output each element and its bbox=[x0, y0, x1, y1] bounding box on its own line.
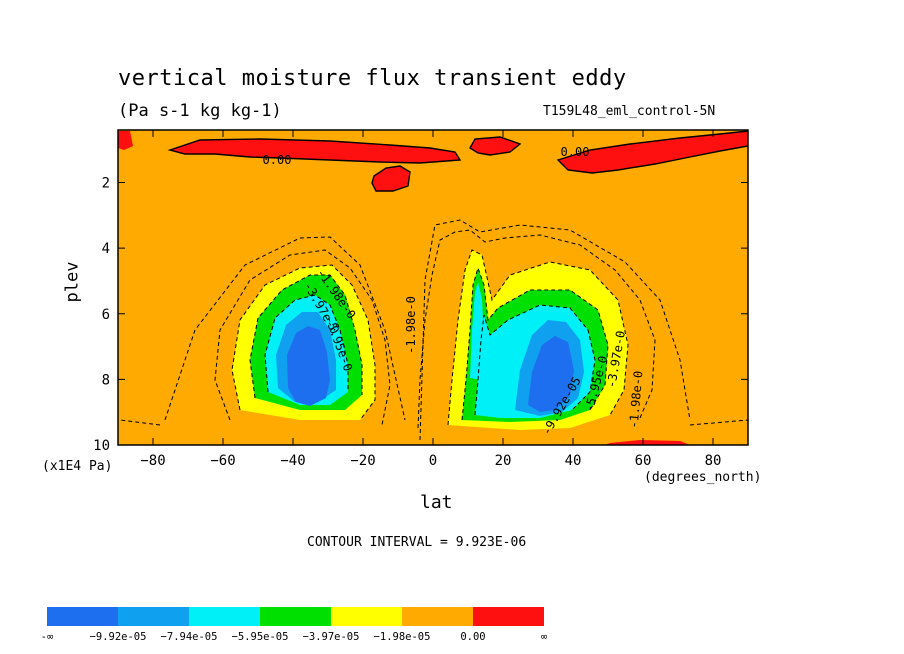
legend-swatch bbox=[331, 607, 402, 626]
y-tick-label: 8 bbox=[102, 372, 110, 388]
contour-label: -1.98e-0 bbox=[627, 370, 646, 429]
contour-line bbox=[264, 294, 349, 393]
x-tick-label: 0 bbox=[429, 453, 437, 469]
contour-label: 0.00 bbox=[263, 153, 292, 167]
legend-swatch bbox=[189, 607, 260, 626]
contour-line bbox=[689, 419, 748, 426]
legend-label: −9.92e-05 bbox=[90, 631, 147, 643]
zero-contour bbox=[556, 130, 748, 174]
contour-interval: CONTOUR INTERVAL = 9.923E-06 bbox=[307, 535, 527, 550]
equatorial-trough bbox=[470, 282, 484, 380]
legend-swatch bbox=[47, 607, 118, 626]
y-axis-unit: (x1E4 Pa) bbox=[42, 459, 113, 474]
positive-region-far-right bbox=[558, 131, 748, 173]
contour-line bbox=[417, 229, 656, 429]
legend-swatch bbox=[118, 607, 189, 626]
x-tick-label: −60 bbox=[210, 453, 235, 469]
legend-swatch bbox=[473, 607, 544, 626]
y-tick-label: 10 bbox=[93, 438, 110, 454]
y-tick-label: 4 bbox=[102, 241, 110, 257]
contour-line bbox=[249, 274, 363, 399]
contour-line bbox=[474, 304, 596, 416]
legend-swatch bbox=[402, 607, 473, 626]
contour-line bbox=[447, 249, 629, 426]
x-axis-unit: (degrees_north) bbox=[644, 470, 762, 485]
contour-line bbox=[164, 236, 406, 421]
color-legend: -∞ −9.92e-05 −7.94e-05 −5.95e-05 −3.97e-05 −1… bbox=[41, 607, 547, 643]
x-axis: −80 −60 −40 −20 0 20 40 60 80 bbox=[140, 130, 721, 469]
southern-cell-level-0 bbox=[287, 326, 330, 406]
y-tick-label: 6 bbox=[102, 307, 110, 323]
legend-label: −3.97e-05 bbox=[303, 631, 360, 643]
contour-label: 0.00 bbox=[561, 145, 590, 159]
plot-area bbox=[118, 130, 748, 445]
y-tick-label: 2 bbox=[102, 176, 110, 192]
legend-label: −1.98e-05 bbox=[374, 631, 431, 643]
contour-lines bbox=[119, 219, 748, 441]
contour-line bbox=[419, 219, 691, 441]
zero-contour bbox=[469, 136, 522, 156]
legend-label: ∞ bbox=[541, 631, 547, 643]
northern-cell-level-0 bbox=[528, 336, 574, 412]
x-tick-label: 40 bbox=[565, 453, 582, 469]
zero-contour bbox=[167, 138, 462, 164]
x-tick-label: −40 bbox=[280, 453, 305, 469]
chart-title: vertical moisture flux transient eddy bbox=[118, 66, 627, 91]
contour-line bbox=[214, 249, 391, 426]
legend-label: −5.95e-05 bbox=[232, 631, 289, 643]
legend-label: −7.94e-05 bbox=[161, 631, 218, 643]
positive-region-bottom bbox=[605, 440, 690, 445]
x-tick-label: 60 bbox=[635, 453, 652, 469]
x-tick-label: −20 bbox=[350, 453, 375, 469]
y-axis: 2 4 6 8 10 bbox=[93, 176, 748, 454]
run-label: T159L48_eml_control-5N bbox=[543, 104, 716, 119]
legend-swatch bbox=[260, 607, 331, 626]
chart-units: (Pa s-1 kg kg-1) bbox=[118, 101, 282, 121]
zero-contours bbox=[167, 130, 748, 192]
positive-region-center bbox=[372, 166, 410, 191]
x-tick-label: 20 bbox=[495, 453, 512, 469]
contour-line bbox=[231, 264, 376, 421]
contour-label: -1.98e-0 bbox=[404, 296, 418, 354]
positive-region-edge-left bbox=[118, 131, 133, 150]
x-tick-label: −80 bbox=[140, 453, 165, 469]
legend-label: -∞ bbox=[41, 631, 54, 643]
x-axis-label: lat bbox=[420, 492, 453, 513]
legend-label: 0.00 bbox=[460, 631, 485, 643]
x-tick-label: 80 bbox=[705, 453, 722, 469]
positive-region-right bbox=[470, 137, 520, 155]
zero-contour bbox=[371, 165, 411, 192]
